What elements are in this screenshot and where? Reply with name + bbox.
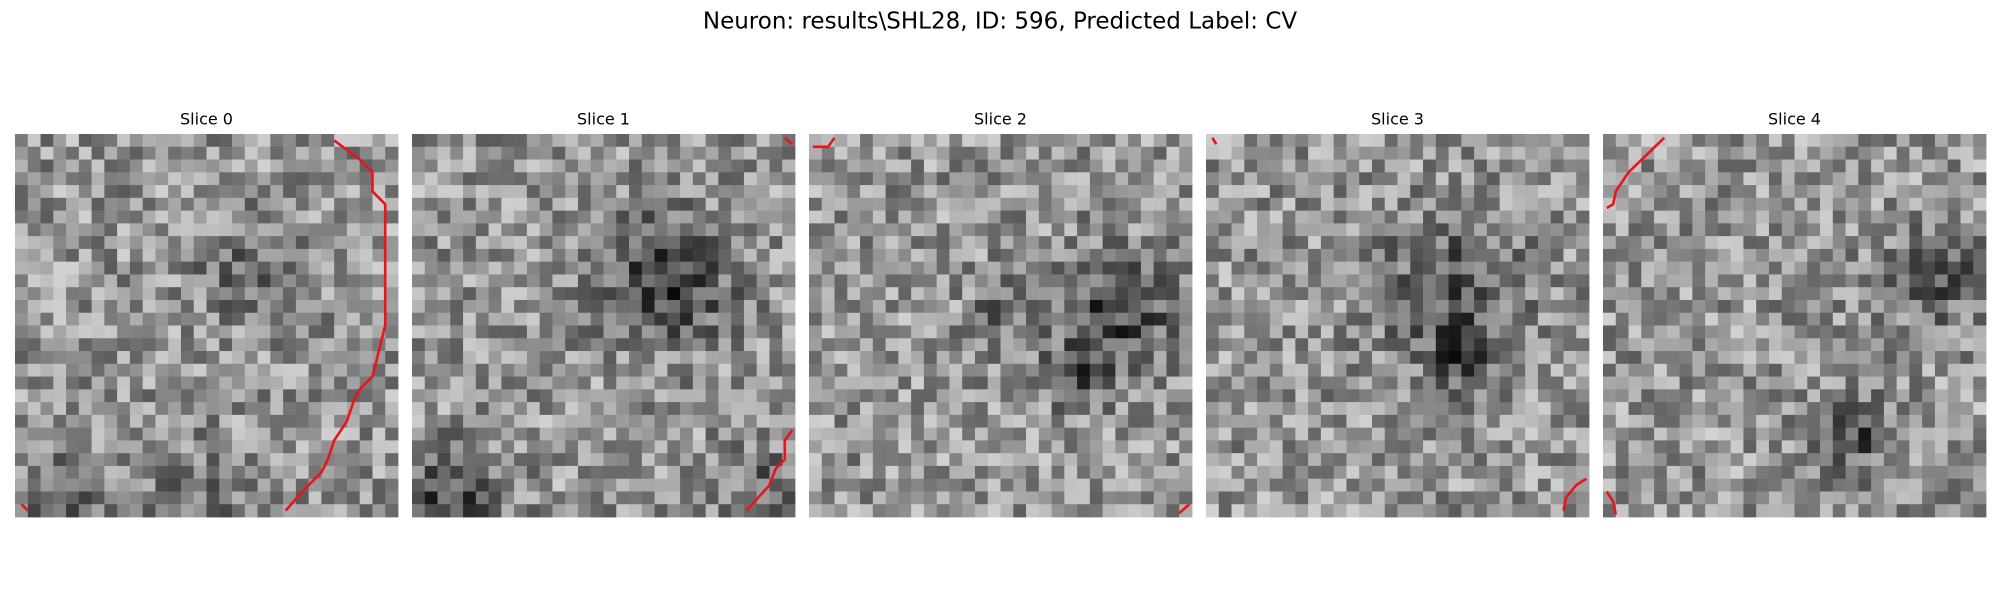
figure-title: Neuron: results\SHL28, ID: 596, Predicte… xyxy=(703,9,1298,35)
panel: Slice 4 xyxy=(1603,110,1987,518)
panel-title: Slice 0 xyxy=(180,110,233,129)
panel: Slice 0 xyxy=(15,110,399,518)
panel: Slice 2 xyxy=(809,110,1193,518)
contour xyxy=(1605,490,1618,515)
panel-title: Slice 3 xyxy=(1371,110,1424,129)
contour xyxy=(1178,503,1191,515)
panel-title: Slice 1 xyxy=(577,110,630,129)
image xyxy=(15,134,399,518)
contour xyxy=(745,429,794,512)
panel-title: Slice 4 xyxy=(1768,110,1821,129)
image xyxy=(809,134,1193,518)
contour xyxy=(20,503,29,512)
panel: Slice 1 xyxy=(412,110,796,518)
panel-title: Slice 2 xyxy=(974,110,1027,129)
panels: Slice 0 Slice 1 Slice 2 Slice 3 Slice 4 xyxy=(15,110,1987,518)
contour xyxy=(1606,136,1666,210)
contour xyxy=(1211,137,1218,145)
contour xyxy=(284,139,387,512)
image xyxy=(1206,134,1590,518)
panel: Slice 3 xyxy=(1206,110,1590,518)
image xyxy=(412,134,796,518)
contour xyxy=(812,137,836,149)
image xyxy=(1603,134,1987,518)
contour xyxy=(1562,477,1588,511)
contour xyxy=(783,136,794,146)
